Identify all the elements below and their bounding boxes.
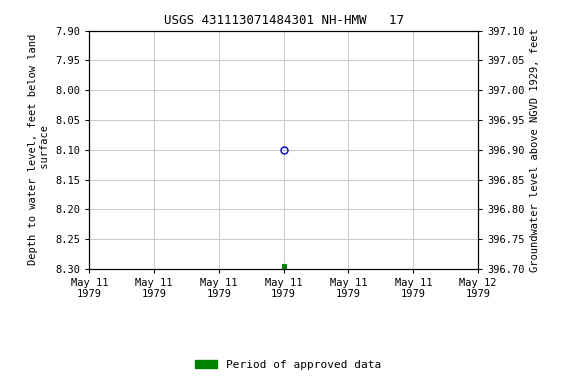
Title: USGS 431113071484301 NH-HMW   17: USGS 431113071484301 NH-HMW 17: [164, 14, 404, 27]
Y-axis label: Groundwater level above NGVD 1929, feet: Groundwater level above NGVD 1929, feet: [530, 28, 540, 271]
Y-axis label: Depth to water level, feet below land
 surface: Depth to water level, feet below land su…: [28, 34, 50, 265]
Legend: Period of approved data: Period of approved data: [191, 356, 385, 375]
